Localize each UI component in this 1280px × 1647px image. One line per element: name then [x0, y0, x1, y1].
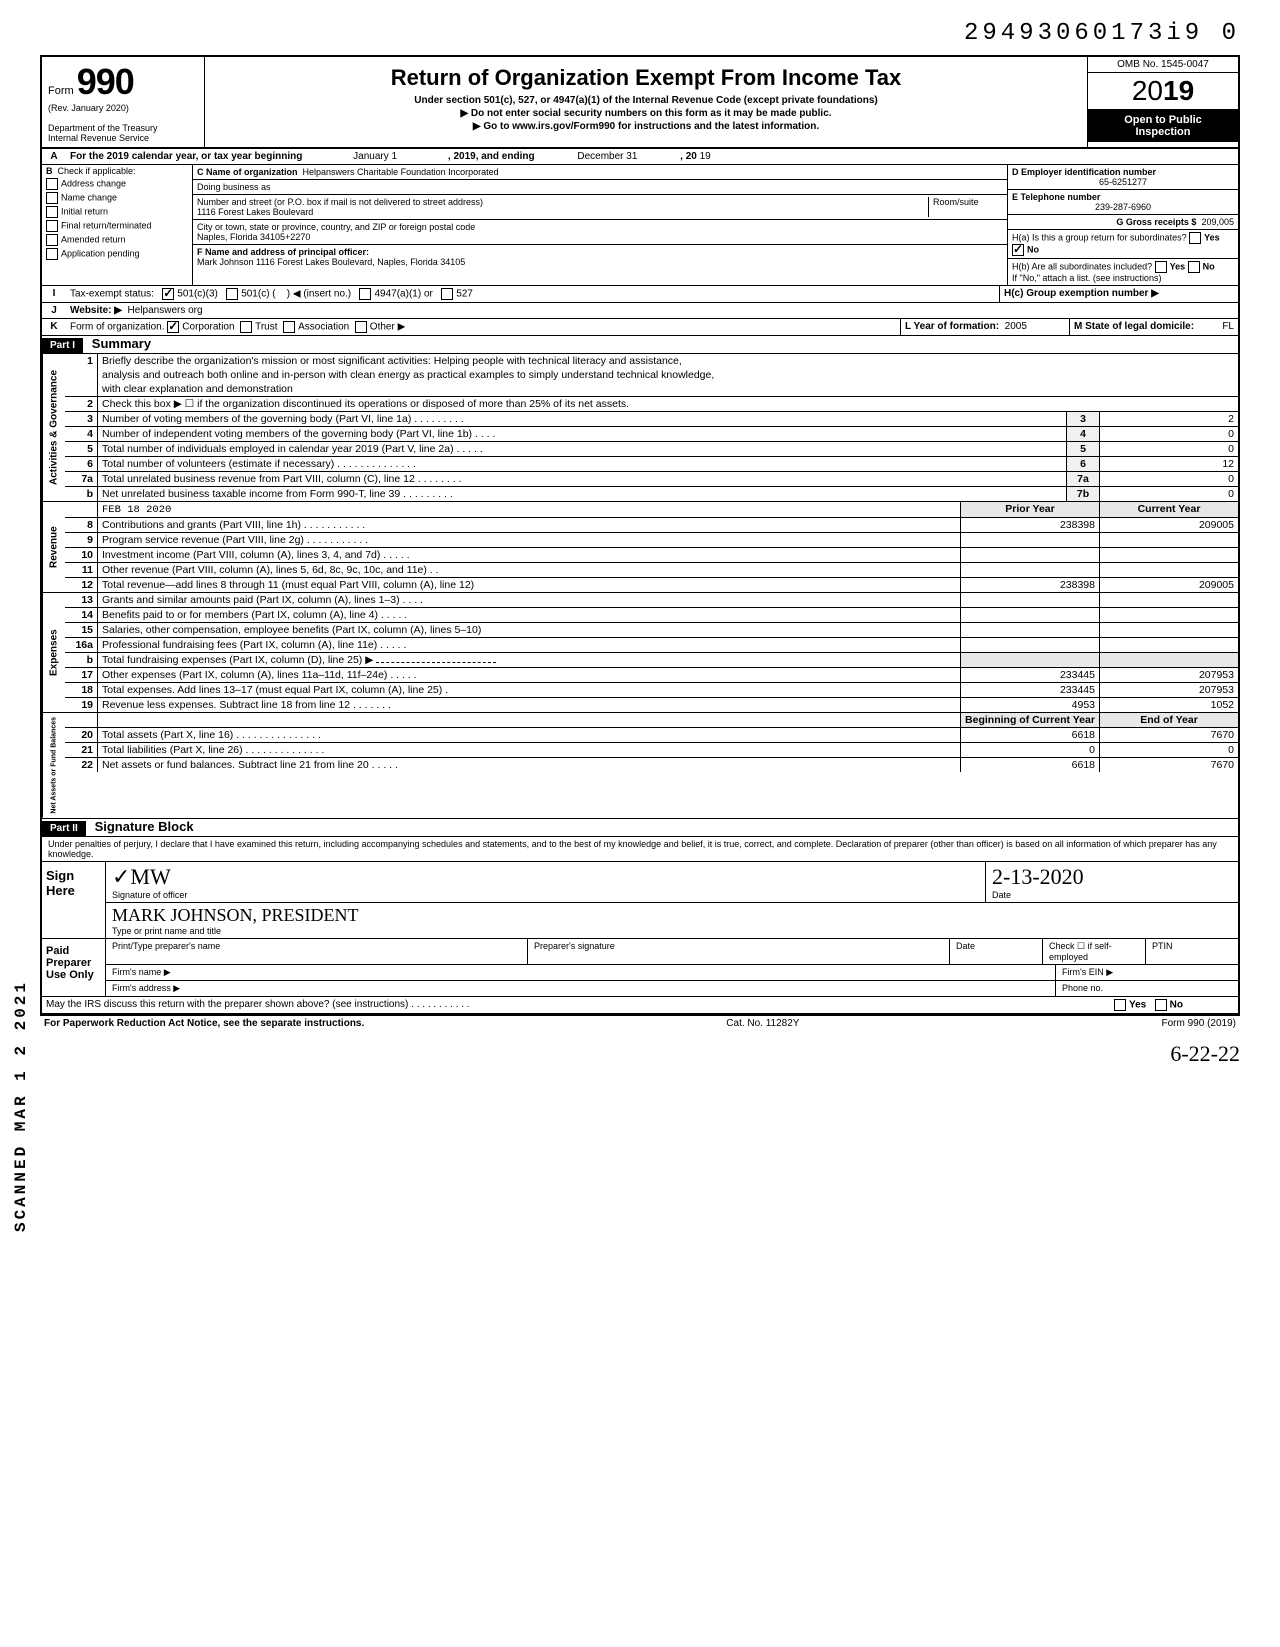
- part-2-header: Part II Signature Block: [42, 819, 1238, 837]
- 501c-checkbox[interactable]: [226, 288, 238, 300]
- may-irs-discuss: May the IRS discuss this return with the…: [42, 997, 1238, 1014]
- total-expenses-current: 207953: [1100, 683, 1239, 698]
- net-assets-label: Net Assets or Fund Balances: [42, 713, 65, 818]
- paid-preparer-block: Paid Preparer Use Only Print/Type prepar…: [42, 939, 1238, 997]
- contributions-current: 209005: [1100, 518, 1239, 533]
- street-address: 1116 Forest Lakes Boulevard: [197, 207, 928, 217]
- application-pending-checkbox[interactable]: [46, 248, 58, 260]
- other-expenses-current: 207953: [1100, 668, 1239, 683]
- omb-number: OMB No. 1545-0047: [1088, 57, 1238, 73]
- 527-checkbox[interactable]: [441, 288, 453, 300]
- revenue-less-expenses-prior: 4953: [961, 698, 1100, 713]
- tax-year: 2019: [1088, 73, 1238, 110]
- net-assets-end: 7670: [1100, 758, 1239, 773]
- unrelated-revenue: 0: [1100, 472, 1239, 487]
- irs-label: Internal Revenue Service: [48, 133, 198, 143]
- total-revenue-prior: 238398: [961, 578, 1100, 593]
- open-to-public: Open to PublicInspection: [1088, 110, 1238, 142]
- gross-receipts: 209,005: [1201, 217, 1234, 227]
- tax-year-end: December 31: [537, 151, 677, 162]
- name-change-checkbox[interactable]: [46, 192, 58, 204]
- net-assets-beginning: 6618: [961, 758, 1100, 773]
- form-revision: (Rev. January 2020): [48, 103, 198, 113]
- total-expenses-prior: 233445: [961, 683, 1100, 698]
- address-change-checkbox[interactable]: [46, 178, 58, 190]
- section-b-to-h: B Check if applicable: Address change Na…: [42, 165, 1238, 286]
- ein: 65-6251277: [1012, 177, 1234, 187]
- form-header: Form 990 (Rev. January 2020) Department …: [42, 57, 1238, 149]
- row-i: I Tax-exempt status: 501(c)(3) 501(c) ( …: [42, 286, 1238, 303]
- other-checkbox[interactable]: [355, 321, 367, 333]
- form-subtitle-3: ▶ Go to www.irs.gov/Form990 for instruct…: [211, 121, 1081, 132]
- principal-officer: Mark Johnson 1116 Forest Lakes Boulevard…: [197, 257, 1003, 267]
- row-a: A For the 2019 calendar year, or tax yea…: [42, 149, 1238, 165]
- total-revenue-current: 209005: [1100, 578, 1239, 593]
- mission-line-2: analysis and outreach both online and in…: [98, 368, 1239, 382]
- row-k: K Form of organization. Corporation Trus…: [42, 319, 1238, 336]
- employees: 0: [1100, 442, 1239, 457]
- mission-line-1: Helping people with technical literacy a…: [434, 355, 682, 367]
- final-return-checkbox[interactable]: [46, 220, 58, 232]
- form-number: Form 990: [48, 61, 198, 103]
- org-name: Helpanswers Charitable Foundation Incorp…: [303, 167, 499, 177]
- trust-checkbox[interactable]: [240, 321, 252, 333]
- contributions-prior: 238398: [961, 518, 1100, 533]
- volunteers: 12: [1100, 457, 1239, 472]
- form-990-container: Form 990 (Rev. January 2020) Department …: [40, 55, 1240, 1016]
- 501c3-checkbox[interactable]: [162, 288, 174, 300]
- expenses-label: Expenses: [42, 593, 65, 712]
- governance-label: Activities & Governance: [42, 354, 65, 501]
- form-footer: For Paperwork Reduction Act Notice, see …: [40, 1016, 1240, 1031]
- city-state-zip: Naples, Florida 34105+2270: [197, 232, 1003, 242]
- form-subtitle-1: Under section 501(c), 527, or 4947(a)(1)…: [211, 95, 1081, 106]
- total-liabilities-end: 0: [1100, 743, 1239, 758]
- total-assets-beginning: 6618: [961, 728, 1100, 743]
- unrelated-taxable: 0: [1100, 487, 1239, 502]
- part-1-net-assets: Net Assets or Fund Balances Beginning of…: [42, 713, 1238, 819]
- total-liabilities-beginning: 0: [961, 743, 1100, 758]
- other-expenses-prior: 233445: [961, 668, 1100, 683]
- year-of-formation: 2005: [1005, 321, 1027, 332]
- irs-discuss-no-checkbox[interactable]: [1155, 999, 1167, 1011]
- voting-members: 2: [1100, 412, 1239, 427]
- initial-return-checkbox[interactable]: [46, 206, 58, 218]
- part-1-header: Part I Summary: [42, 336, 1238, 354]
- association-checkbox[interactable]: [283, 321, 295, 333]
- handwritten-note: 6-22-22: [40, 1041, 1240, 1067]
- officer-signature: ✓MW: [112, 864, 979, 890]
- irs-discuss-yes-checkbox[interactable]: [1114, 999, 1126, 1011]
- group-return-no-checkbox[interactable]: [1012, 244, 1024, 256]
- signature-date: 2-13-2020: [992, 864, 1232, 890]
- group-return-yes-checkbox[interactable]: [1189, 232, 1201, 244]
- row-j: J Website: ▶ Helpanswers org: [42, 303, 1238, 319]
- part-1-expenses: Expenses 13Grants and similar amounts pa…: [42, 593, 1238, 713]
- part-1-governance: Activities & Governance 1Briefly describ…: [42, 354, 1238, 502]
- state-domicile: FL: [1222, 321, 1234, 332]
- subordinates-no-checkbox[interactable]: [1188, 261, 1200, 273]
- form-title: Return of Organization Exempt From Incom…: [211, 65, 1081, 91]
- received-stamp: FEB 18 2020: [102, 504, 171, 516]
- sign-here-block: Sign Here ✓MW Signature of officer 2-13-…: [42, 862, 1238, 939]
- website: Helpanswers org: [128, 305, 203, 316]
- tax-year-begin: January 1: [305, 151, 445, 162]
- independent-members: 0: [1100, 427, 1239, 442]
- part-1-revenue: Revenue FEB 18 2020Prior YearCurrent Yea…: [42, 502, 1238, 593]
- revenue-label: Revenue: [42, 502, 65, 592]
- corporation-checkbox[interactable]: [167, 321, 179, 333]
- amended-return-checkbox[interactable]: [46, 234, 58, 246]
- treasury-dept: Department of the Treasury: [48, 123, 198, 133]
- total-assets-end: 7670: [1100, 728, 1239, 743]
- subordinates-yes-checkbox[interactable]: [1155, 261, 1167, 273]
- officer-name-title: MARK JOHNSON, PRESIDENT: [112, 905, 1232, 926]
- telephone: 239-287-6960: [1012, 202, 1234, 212]
- form-subtitle-2: ▶ Do not enter social security numbers o…: [211, 108, 1081, 119]
- perjury-declaration: Under penalties of perjury, I declare th…: [42, 837, 1238, 862]
- revenue-less-expenses-current: 1052: [1100, 698, 1239, 713]
- scanned-stamp: SCANNED MAR 1 2 2021: [12, 980, 30, 1232]
- 4947a1-checkbox[interactable]: [359, 288, 371, 300]
- mission-line-3: with clear explanation and demonstration: [98, 382, 1239, 397]
- document-number: 29493060173i9 0: [40, 20, 1240, 47]
